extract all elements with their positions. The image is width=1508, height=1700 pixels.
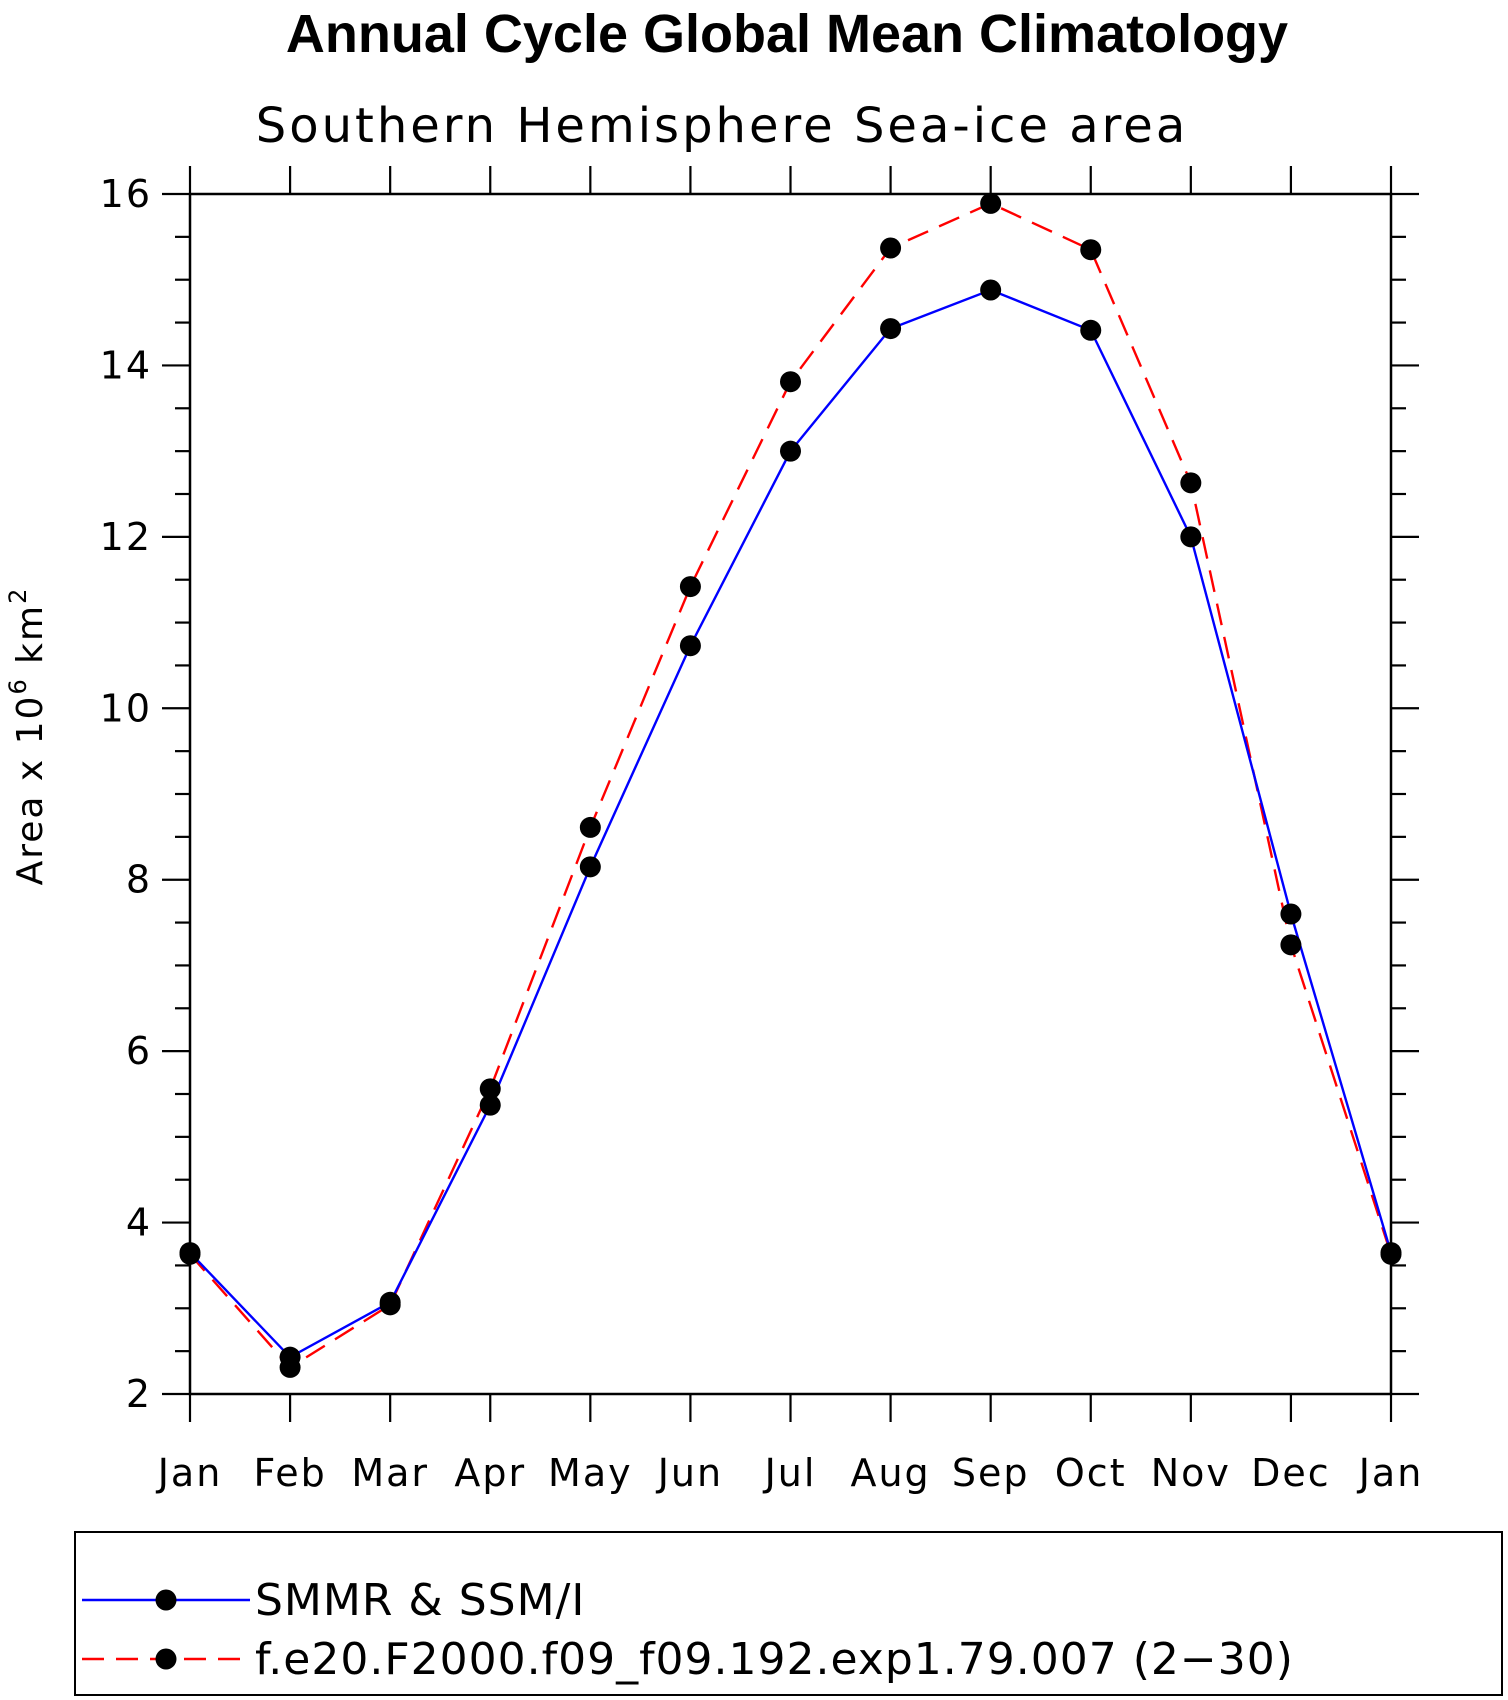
y-tick-label: 6 bbox=[126, 1029, 152, 1073]
x-tick-label: May bbox=[548, 1451, 633, 1495]
x-tick-label: Apr bbox=[454, 1451, 526, 1495]
y-tick-label: 14 bbox=[100, 343, 152, 387]
y-axis-label-exponent: 6 bbox=[4, 677, 32, 694]
series-0-point bbox=[1280, 903, 1302, 925]
y-tick-label: 4 bbox=[126, 1201, 152, 1245]
series-1-point bbox=[579, 816, 601, 838]
y-tick-label: 12 bbox=[100, 515, 152, 559]
y-tick-labels: 16 14 12 10 8 6 4 2 bbox=[100, 172, 152, 1416]
y-axis-label: Area x 106 km2 bbox=[4, 587, 51, 886]
y-axis-label-unit-exponent: 2 bbox=[4, 587, 32, 604]
chart-title: Annual Cycle Global Mean Climatology bbox=[286, 4, 1288, 64]
y-axis-label-unit: km bbox=[10, 604, 51, 664]
x-tick-labels: Jan Feb Mar Apr May Jun Jul Aug Sep Oct Nov Dec Jan bbox=[156, 1451, 1424, 1495]
series-0-point bbox=[579, 856, 601, 878]
series-1-point bbox=[1180, 472, 1202, 494]
legend-label-1: f.e20.F2000.f09_f09.192.exp1.79.007 (2−3… bbox=[255, 1634, 1294, 1685]
x-tick-label: Dec bbox=[1251, 1451, 1331, 1495]
series-0-point bbox=[479, 1094, 501, 1116]
y-tick-label: 2 bbox=[126, 1372, 152, 1416]
legend-box bbox=[74, 1531, 1503, 1696]
series-0-point bbox=[279, 1346, 301, 1368]
x-tick-label: Aug bbox=[850, 1451, 930, 1495]
series-1-point bbox=[679, 576, 701, 598]
series-0-point bbox=[1180, 526, 1202, 548]
y-tick-label: 10 bbox=[100, 686, 152, 730]
series-1-point bbox=[780, 371, 801, 393]
x-tick-label: Feb bbox=[253, 1451, 326, 1495]
series-1-point bbox=[980, 192, 1002, 214]
series-0-point bbox=[1380, 1242, 1402, 1264]
series-1-point bbox=[479, 1078, 501, 1100]
x-tick-label: Jun bbox=[656, 1451, 723, 1495]
x-tick-label: Jan bbox=[156, 1451, 223, 1495]
series-0-point bbox=[679, 635, 701, 657]
y-axis-label-base: Area x 10 bbox=[10, 695, 51, 886]
series-0-point bbox=[379, 1291, 401, 1313]
legend: SMMR & SSM/I f.e20.F2000.f09_f09.192.exp1… bbox=[82, 1575, 1294, 1685]
x-tick-label: Sep bbox=[952, 1451, 1030, 1495]
series-0-point bbox=[880, 318, 902, 340]
series-0-point bbox=[980, 279, 1002, 301]
series-0-point bbox=[780, 440, 801, 462]
data-series bbox=[179, 192, 1402, 1378]
y-tick-label: 8 bbox=[126, 858, 152, 902]
x-tick-label: Mar bbox=[351, 1451, 429, 1495]
series-0-point bbox=[1080, 319, 1102, 341]
series-1-point bbox=[1280, 934, 1302, 956]
x-tick-label: Nov bbox=[1151, 1451, 1231, 1495]
legend-marker-1 bbox=[155, 1648, 177, 1670]
series-1-point bbox=[880, 237, 902, 259]
x-tick-label: Jan bbox=[1357, 1451, 1424, 1495]
chart-subtitle: Southern Hemisphere Sea-ice area bbox=[256, 98, 1189, 154]
legend-marker-0 bbox=[155, 1589, 177, 1611]
legend-label-0: SMMR & SSM/I bbox=[255, 1575, 585, 1626]
axis-ticks bbox=[162, 166, 1419, 1422]
x-tick-label: Oct bbox=[1055, 1451, 1127, 1495]
series-0-point bbox=[179, 1242, 201, 1264]
series-1-point bbox=[1080, 239, 1102, 261]
y-tick-label: 16 bbox=[100, 172, 152, 216]
x-tick-label: Jul bbox=[763, 1451, 817, 1495]
